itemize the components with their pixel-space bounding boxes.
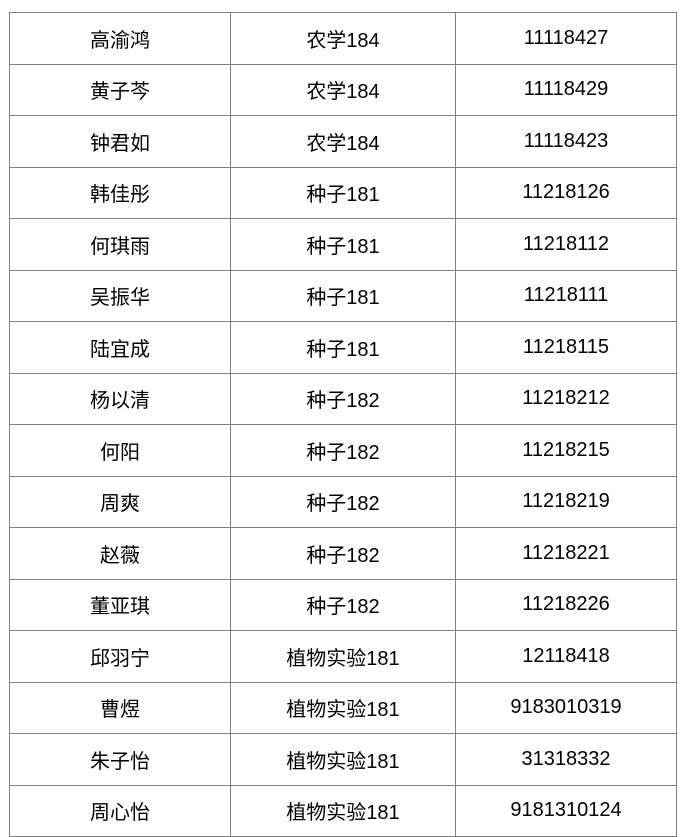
class-cell: 植物实验181 xyxy=(230,630,456,683)
table-row: 何阳 种子182 11218215 xyxy=(9,424,677,477)
class-cell: 种子181 xyxy=(230,269,456,322)
table-row: 吴振华 种子181 11218111 xyxy=(9,269,677,322)
table-row: 钟君如 农学184 11118423 xyxy=(9,115,677,168)
class-cell: 种子181 xyxy=(230,166,456,219)
student-id-cell: 11218126 xyxy=(455,166,677,219)
class-cell: 种子182 xyxy=(230,578,456,631)
class-cell: 种子182 xyxy=(230,475,456,528)
table-row: 邱羽宁 植物实验181 12118418 xyxy=(9,630,677,683)
class-cell: 种子182 xyxy=(230,372,456,425)
class-cell: 农学184 xyxy=(230,63,456,116)
class-cell: 农学184 xyxy=(230,12,456,65)
student-id-cell: 11218221 xyxy=(455,527,677,580)
student-name-cell: 周爽 xyxy=(9,475,231,528)
table-row: 高渝鸿 农学184 11118427 xyxy=(9,12,677,65)
student-name-cell: 吴振华 xyxy=(9,269,231,322)
student-id-cell: 12118418 xyxy=(455,630,677,683)
student-name-cell: 朱子怡 xyxy=(9,733,231,786)
student-id-cell: 11218111 xyxy=(455,269,677,322)
student-name-cell: 董亚琪 xyxy=(9,578,231,631)
class-cell: 植物实验181 xyxy=(230,681,456,734)
student-name-cell: 高渝鸿 xyxy=(9,12,231,65)
table-row: 曹煜 植物实验181 9183010319 xyxy=(9,681,677,734)
student-id-cell: 9181310124 xyxy=(455,784,677,837)
student-id-cell: 9183010319 xyxy=(455,681,677,734)
class-cell: 种子182 xyxy=(230,527,456,580)
student-id-cell: 11118429 xyxy=(455,63,677,116)
table-row: 周心怡 植物实验181 9181310124 xyxy=(9,784,677,837)
table-row: 董亚琪 种子182 11218226 xyxy=(9,578,677,631)
student-id-cell: 11118427 xyxy=(455,12,677,65)
student-name-cell: 韩佳彤 xyxy=(9,166,231,219)
class-cell: 种子181 xyxy=(230,321,456,374)
table-row: 朱子怡 植物实验181 31318332 xyxy=(9,733,677,786)
student-roster-table: 高渝鸿 农学184 11118427 黄子芩 农学184 11118429 钟君… xyxy=(9,12,677,837)
class-cell: 植物实验181 xyxy=(230,733,456,786)
table-row: 何琪雨 种子181 11218112 xyxy=(9,218,677,271)
student-id-cell: 11218215 xyxy=(455,424,677,477)
student-name-cell: 邱羽宁 xyxy=(9,630,231,683)
student-name-cell: 曹煜 xyxy=(9,681,231,734)
table-row: 赵薇 种子182 11218221 xyxy=(9,527,677,580)
student-name-cell: 赵薇 xyxy=(9,527,231,580)
student-name-cell: 何阳 xyxy=(9,424,231,477)
student-id-cell: 11218115 xyxy=(455,321,677,374)
class-cell: 植物实验181 xyxy=(230,784,456,837)
student-id-cell: 11218112 xyxy=(455,218,677,271)
table-row: 陆宜成 种子181 11218115 xyxy=(9,321,677,374)
student-id-cell: 11118423 xyxy=(455,115,677,168)
class-cell: 种子182 xyxy=(230,424,456,477)
student-name-cell: 陆宜成 xyxy=(9,321,231,374)
student-id-cell: 11218212 xyxy=(455,372,677,425)
student-name-cell: 钟君如 xyxy=(9,115,231,168)
student-id-cell: 11218219 xyxy=(455,475,677,528)
student-id-cell: 11218226 xyxy=(455,578,677,631)
table-row: 韩佳彤 种子181 11218126 xyxy=(9,166,677,219)
class-cell: 种子181 xyxy=(230,218,456,271)
student-name-cell: 何琪雨 xyxy=(9,218,231,271)
student-name-cell: 黄子芩 xyxy=(9,63,231,116)
table-row: 周爽 种子182 11218219 xyxy=(9,475,677,528)
table-row: 杨以清 种子182 11218212 xyxy=(9,372,677,425)
student-name-cell: 周心怡 xyxy=(9,784,231,837)
table-row: 黄子芩 农学184 11118429 xyxy=(9,63,677,116)
student-name-cell: 杨以清 xyxy=(9,372,231,425)
student-id-cell: 31318332 xyxy=(455,733,677,786)
class-cell: 农学184 xyxy=(230,115,456,168)
